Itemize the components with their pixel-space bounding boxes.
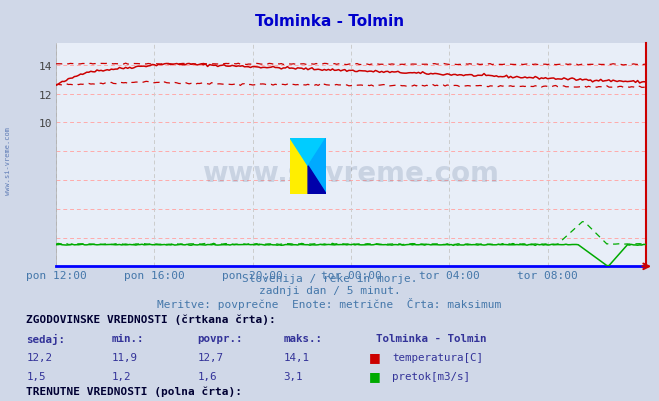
Text: Tolminka - Tolmin: Tolminka - Tolmin: [376, 333, 486, 343]
Text: min.:: min.:: [112, 333, 144, 343]
Text: 1,5: 1,5: [26, 371, 46, 381]
Text: 3,1: 3,1: [283, 371, 303, 381]
Text: povpr.:: povpr.:: [198, 333, 243, 343]
Text: zadnji dan / 5 minut.: zadnji dan / 5 minut.: [258, 286, 401, 296]
Text: 1,2: 1,2: [112, 371, 132, 381]
Text: 1,6: 1,6: [198, 371, 217, 381]
Text: sedaj:: sedaj:: [26, 333, 65, 344]
Text: ZGODOVINSKE VREDNOSTI (črtkana črta):: ZGODOVINSKE VREDNOSTI (črtkana črta):: [26, 314, 276, 324]
Text: 11,9: 11,9: [112, 352, 138, 362]
Text: www.si-vreme.com: www.si-vreme.com: [202, 159, 500, 187]
Text: www.si-vreme.com: www.si-vreme.com: [5, 126, 11, 194]
Polygon shape: [290, 138, 326, 166]
Polygon shape: [308, 166, 326, 194]
Text: 14,1: 14,1: [283, 352, 309, 362]
Text: Slovenija / reke in morje.: Slovenija / reke in morje.: [242, 273, 417, 284]
Text: maks.:: maks.:: [283, 333, 322, 343]
Text: 12,2: 12,2: [26, 352, 52, 362]
Polygon shape: [290, 138, 326, 194]
Text: TRENUTNE VREDNOSTI (polna črta):: TRENUTNE VREDNOSTI (polna črta):: [26, 386, 243, 396]
Text: Tolminka - Tolmin: Tolminka - Tolmin: [255, 14, 404, 29]
Text: ■: ■: [369, 369, 381, 382]
Text: ■: ■: [369, 350, 381, 363]
Text: 12,7: 12,7: [198, 352, 223, 362]
Polygon shape: [308, 138, 326, 194]
Text: pretok[m3/s]: pretok[m3/s]: [392, 371, 470, 381]
Text: temperatura[C]: temperatura[C]: [392, 352, 483, 362]
Text: Meritve: povprečne  Enote: metrične  Črta: maksimum: Meritve: povprečne Enote: metrične Črta:…: [158, 298, 501, 310]
